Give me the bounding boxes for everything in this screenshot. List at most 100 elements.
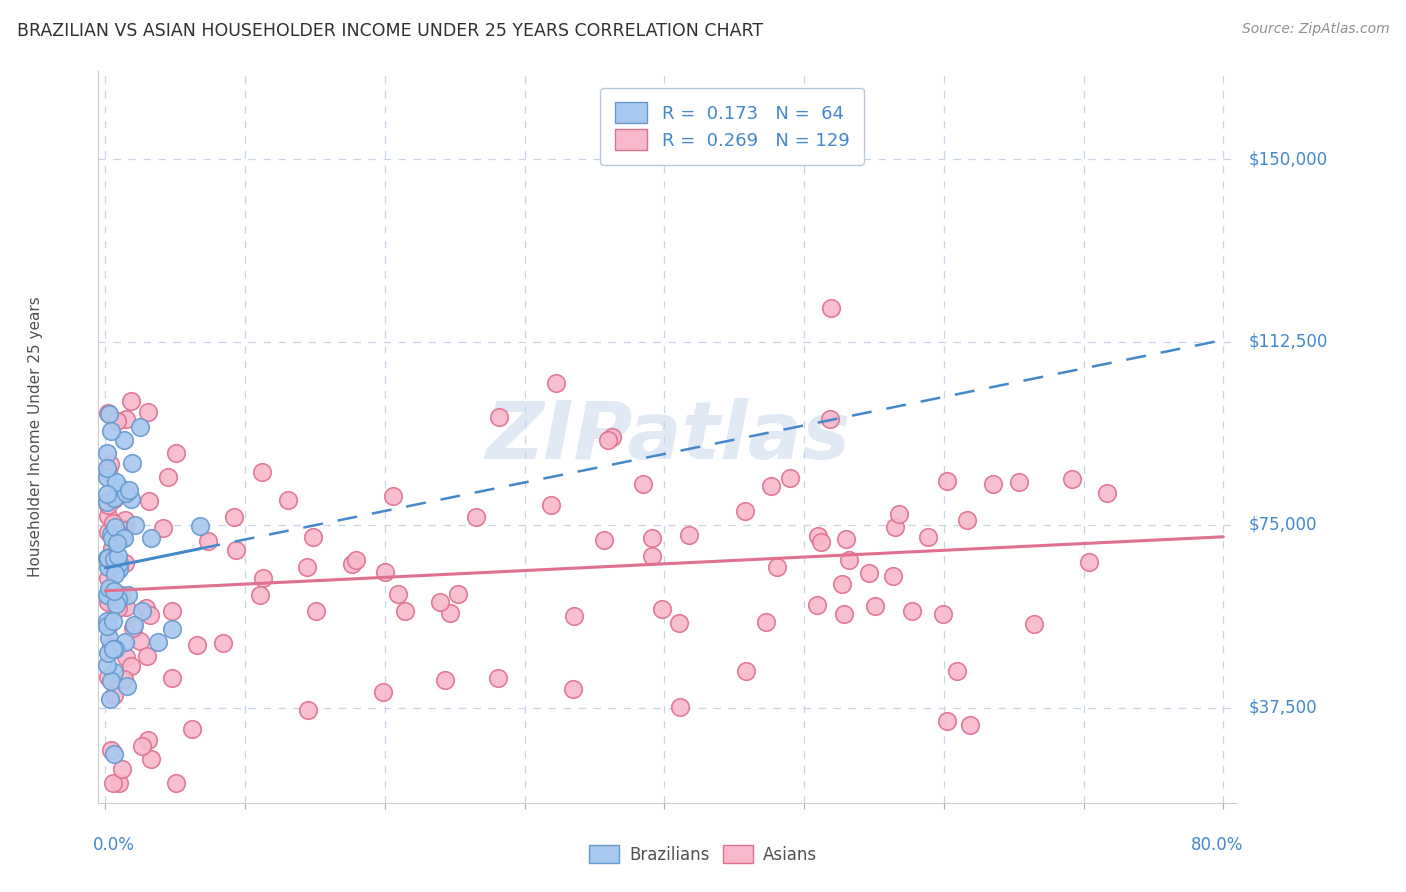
Point: [651, 602, 673, 616]
Point: [103, 491, 125, 506]
Point: [759, 479, 782, 493]
Point: [596, 434, 619, 448]
Point: [302, 530, 325, 544]
Point: [135, 648, 157, 663]
Point: [114, 634, 136, 648]
Point: [98, 457, 121, 471]
Point: [97, 646, 120, 660]
Point: [766, 560, 789, 574]
Point: [120, 659, 142, 673]
Point: [136, 732, 159, 747]
Point: [810, 535, 832, 549]
Point: [112, 433, 135, 447]
Point: [936, 714, 959, 728]
Point: [97, 631, 120, 645]
Point: [429, 594, 451, 608]
Point: [104, 566, 127, 581]
Point: [838, 553, 860, 567]
Point: [122, 617, 145, 632]
Point: [96, 494, 118, 508]
Point: [779, 471, 801, 485]
Point: [105, 475, 128, 489]
Point: [101, 560, 124, 574]
Point: [831, 576, 853, 591]
Point: [858, 566, 880, 580]
Point: [96, 588, 118, 602]
Point: [100, 541, 122, 556]
Point: [96, 614, 118, 628]
Point: [641, 531, 664, 545]
Point: [138, 608, 160, 623]
Point: [97, 619, 120, 633]
Point: [96, 618, 118, 632]
Point: [678, 528, 700, 542]
Point: [734, 664, 756, 678]
Point: [100, 526, 122, 541]
Point: [160, 622, 183, 636]
Point: [97, 551, 120, 566]
Point: [120, 394, 142, 409]
Point: [105, 597, 128, 611]
Point: [139, 531, 162, 545]
Point: [100, 639, 122, 653]
Point: [118, 483, 141, 497]
Point: [544, 376, 567, 391]
Point: [105, 599, 128, 613]
Point: [100, 743, 122, 757]
Text: 80.0%: 80.0%: [1191, 836, 1243, 854]
Point: [165, 776, 187, 790]
Point: [103, 491, 125, 505]
Point: [131, 603, 153, 617]
Point: [97, 407, 120, 421]
Point: [981, 477, 1004, 491]
Point: [100, 586, 122, 600]
Point: [295, 560, 318, 574]
Point: [100, 673, 122, 688]
Point: [340, 557, 363, 571]
Point: [901, 604, 924, 618]
Point: [252, 571, 274, 585]
Point: [562, 609, 585, 624]
Point: [97, 670, 120, 684]
Point: [111, 529, 134, 543]
Point: [131, 739, 153, 753]
Point: [181, 722, 204, 736]
Point: [105, 528, 128, 542]
Point: [734, 504, 756, 518]
Point: [101, 589, 124, 603]
Point: [101, 516, 124, 530]
Point: [98, 407, 121, 421]
Point: [138, 494, 160, 508]
Point: [108, 556, 131, 570]
Point: [806, 598, 828, 612]
Point: [98, 559, 121, 574]
Point: [103, 583, 125, 598]
Text: $37,500: $37,500: [1249, 698, 1317, 716]
Point: [97, 570, 120, 584]
Point: [128, 419, 150, 434]
Point: [156, 470, 179, 484]
Point: [1095, 486, 1118, 500]
Point: [160, 671, 183, 685]
Point: [381, 489, 404, 503]
Point: [631, 477, 654, 491]
Point: [884, 520, 907, 534]
Point: [96, 551, 118, 566]
Point: [103, 551, 125, 566]
Point: [160, 604, 183, 618]
Point: [935, 474, 957, 488]
Point: [755, 615, 778, 630]
Point: [447, 587, 470, 601]
Text: Source: ZipAtlas.com: Source: ZipAtlas.com: [1241, 22, 1389, 37]
Point: [197, 534, 219, 549]
Point: [97, 524, 120, 539]
Point: [111, 762, 134, 776]
Point: [394, 604, 416, 618]
Point: [592, 533, 614, 547]
Point: [104, 520, 127, 534]
Point: [122, 621, 145, 635]
Point: [96, 469, 118, 483]
Legend: R =  0.173   N =  64, R =  0.269   N = 129: R = 0.173 N = 64, R = 0.269 N = 129: [600, 87, 863, 165]
Point: [103, 747, 125, 761]
Point: [371, 684, 394, 698]
